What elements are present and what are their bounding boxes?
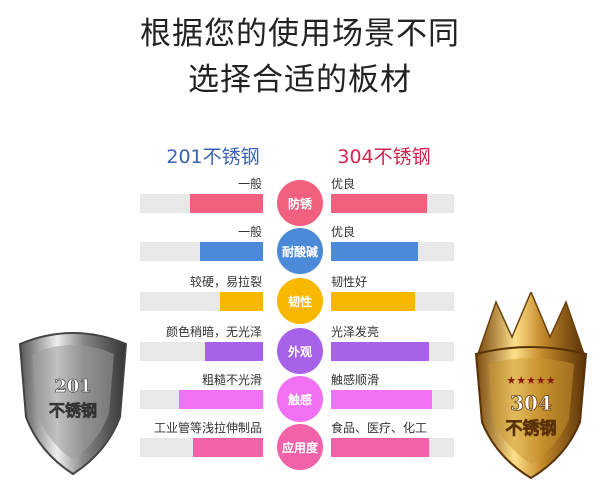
comparison-row: 较硬，易拉裂 韧性好 韧性 [0, 272, 600, 324]
left-rating-label: 一般 [237, 225, 262, 239]
comparison-row: 粗糙不光滑 触感顺滑 触感 [0, 370, 600, 422]
crown-icon [476, 292, 586, 355]
shield-304-crown-icon: ★★★★★ 304 不锈钢 [474, 292, 588, 480]
left-bar-track [140, 292, 263, 311]
left-rating-label: 工业管等浅拉伸制品 [153, 421, 262, 435]
title-line-1: 根据您的使用场景不同 [140, 16, 460, 52]
right-bar-track [331, 242, 454, 261]
right-rating-label: 食品、医疗、化工 [331, 421, 428, 435]
left-rating-label: 粗糙不光滑 [201, 373, 262, 387]
property-circle: 触感 [277, 376, 323, 422]
property-circle: 耐酸碱 [277, 228, 323, 274]
right-bar-track [331, 292, 454, 311]
left-bar-track [140, 242, 263, 261]
right-bar-track [331, 194, 454, 213]
shield-201-icon: 201 不锈钢 [18, 332, 128, 476]
right-rating-label: 优良 [331, 177, 356, 191]
left-rating-label: 颜色稍暗，无光泽 [165, 325, 262, 339]
right-rating-label: 触感顺滑 [331, 373, 380, 387]
comparison-row: 一般 优良 耐酸碱 [0, 222, 600, 274]
left-bar-track [140, 194, 263, 213]
property-circle: 外观 [277, 328, 323, 374]
left-bar-track [140, 390, 263, 409]
right-bar-track [331, 390, 454, 409]
comparison-row: 工业管等浅拉伸制品 食品、医疗、化工 应用度 [0, 418, 600, 470]
property-circle: 应用度 [277, 424, 323, 470]
left-bar-fill [190, 194, 263, 213]
left-rating-label: 一般 [237, 177, 262, 191]
comparison-row: 颜色稍暗，无光泽 光泽发亮 外观 [0, 322, 600, 374]
right-bar-track [331, 342, 454, 361]
property-circle: 防锈 [277, 180, 323, 226]
right-bar-track [331, 438, 454, 457]
right-bar-fill [331, 242, 419, 261]
left-bar-fill [219, 292, 263, 311]
badge-304-number: 304 [510, 391, 552, 415]
column-header-304: 304不锈钢 [337, 146, 431, 168]
comparison-row: 一般 优良 防锈 [0, 174, 600, 226]
property-circle: 韧性 [277, 278, 323, 324]
title-line-2: 选择合适的板材 [188, 62, 412, 98]
right-rating-label: 光泽发亮 [331, 325, 380, 339]
right-rating-label: 优良 [331, 225, 356, 239]
right-bar-fill [331, 292, 415, 311]
left-bar-fill [200, 242, 263, 261]
right-bar-fill [331, 438, 430, 457]
left-bar-fill [205, 342, 263, 361]
badge-304-stars: ★★★★★ [506, 374, 555, 387]
left-bar-track [140, 342, 263, 361]
left-bar-fill [179, 390, 263, 409]
left-rating-label: 较硬，易拉裂 [189, 275, 262, 289]
badge-201-number: 201 [54, 376, 92, 397]
column-header-201: 201不锈钢 [166, 146, 260, 168]
left-bar-track [140, 438, 263, 457]
left-bar-fill [192, 438, 263, 457]
right-bar-fill [331, 194, 427, 213]
badge-304-label: 不锈钢 [506, 418, 557, 439]
badge-201-label: 不锈钢 [49, 401, 97, 420]
right-rating-label: 韧性好 [331, 275, 368, 289]
right-bar-fill [331, 342, 430, 361]
right-bar-fill [331, 390, 432, 409]
